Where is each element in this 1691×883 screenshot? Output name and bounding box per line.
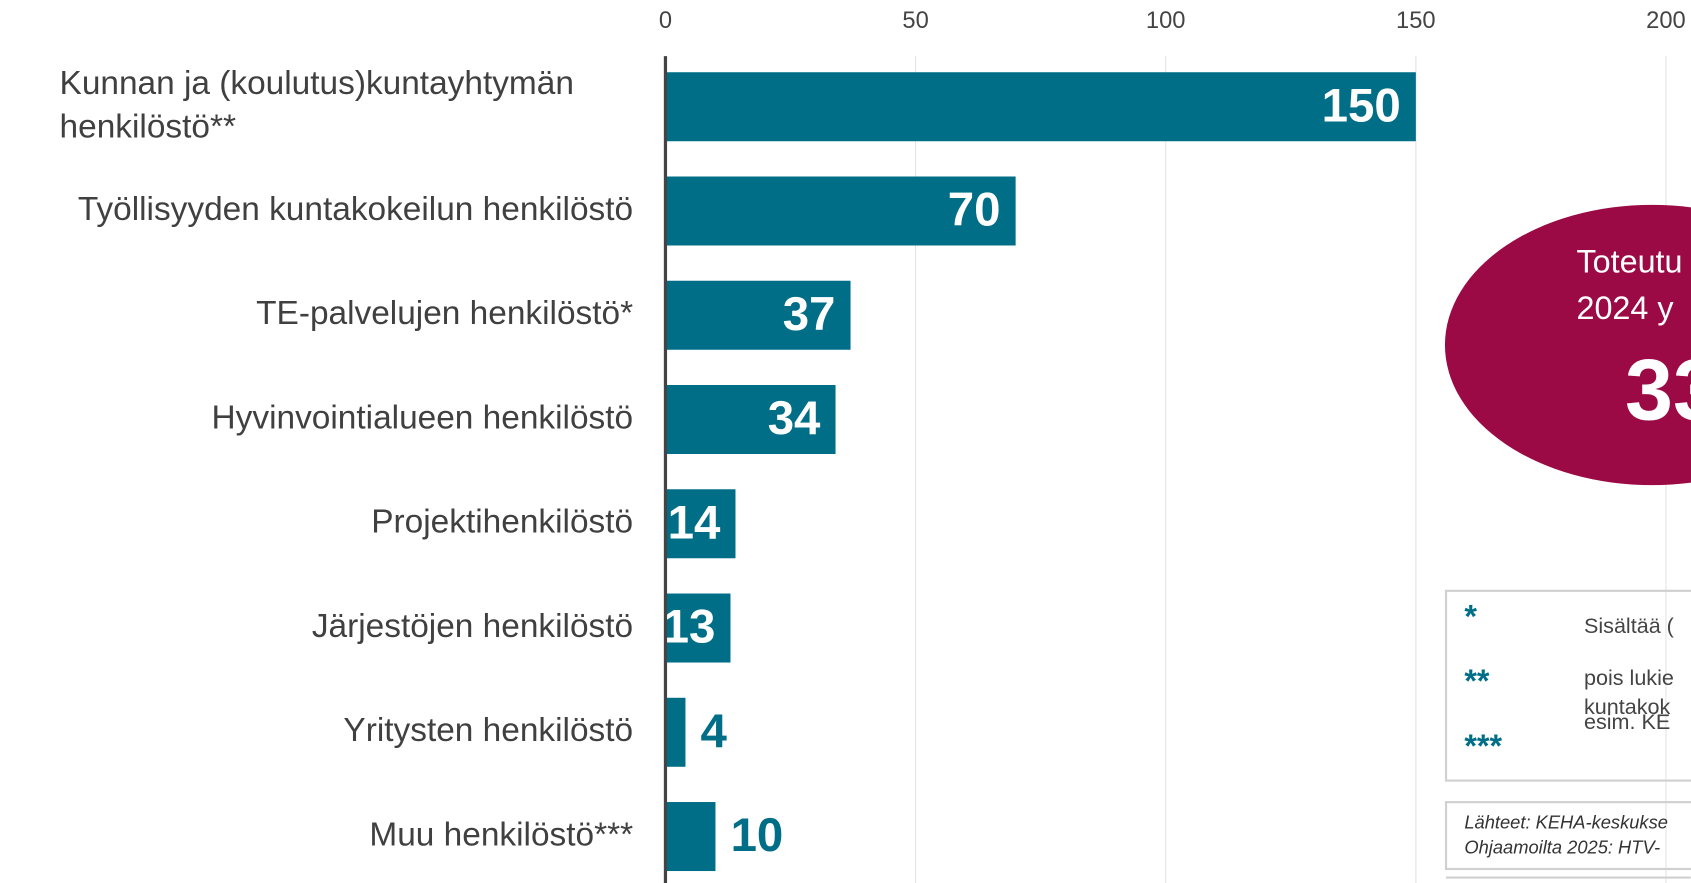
footnote-text: kuntakok [1584,694,1670,719]
category-label: Muu henkilöstö*** [369,816,633,853]
data-label: 14 [668,496,721,549]
category-label: Järjestöjen henkilöstö [312,608,633,645]
annotations: Toteutu 2024 y 33 * Sisältää ( ** pois lukie ku… [1444,204,1691,879]
data-label: 37 [783,288,836,341]
category-label: Projektihenkilöstö [371,504,633,541]
category-label: Hyvinvointialueen henkilöstö [212,399,634,436]
footnote-text: esim. KE [1584,709,1670,734]
category-label: Kunnan ja (koulutus)kuntayhtymän henkilö… [60,65,584,145]
data-label: 10 [731,809,784,862]
bar [665,72,1416,142]
bar [665,280,851,350]
bar [665,176,1016,246]
callout-text: Toteutu [1576,244,1682,280]
data-label: 70 [948,184,1001,237]
sources-text: Lähteet: KEHA-keskukse [1464,812,1668,833]
category-label-line: Kunnan ja (koulutus)kuntayhtymän [60,65,584,102]
sources-text: Ohjaamoilta 2025: HTV- [1464,836,1660,857]
bar [665,385,836,455]
data-label: 150 [1322,79,1401,132]
category-label-line: henkilöstö** [60,108,236,145]
sources-box [1444,801,1691,871]
category-label: Työllisyyden kuntakokeilun henkilöstö [78,191,633,228]
footnote-marker: ** [1464,663,1490,699]
x-tick-label: 150 [1396,8,1436,34]
footnote-text: pois lukie [1584,665,1674,690]
data-label: 34 [768,392,821,445]
bars: Kunnan ja (koulutus)kuntayhtymän henkilö… [60,65,1416,872]
bar [665,489,736,559]
callout-text: 2024 y [1576,290,1674,326]
bar [665,802,716,872]
x-tick-label: 200 [1646,8,1686,34]
x-tick-label: 0 [659,8,672,34]
grid: 0 50 100 150 200 [659,8,1686,883]
callout-ellipse [1445,204,1691,486]
footnote-marker: * [1464,598,1477,634]
category-label: TE-palvelujen henkilöstö* [256,295,633,332]
x-tick-label: 50 [902,8,928,34]
footnote-marker: *** [1464,728,1502,764]
x-tick-label: 100 [1146,8,1186,34]
bar [665,697,686,767]
footnote-text: Sisältää ( [1584,613,1675,638]
footnote-box [1444,589,1691,782]
bar [665,593,731,663]
callout-value: 33 [1625,343,1691,439]
data-label: 13 [663,601,716,654]
data-label: 4 [701,705,728,758]
category-label: Yritysten henkilöstö [343,712,633,749]
